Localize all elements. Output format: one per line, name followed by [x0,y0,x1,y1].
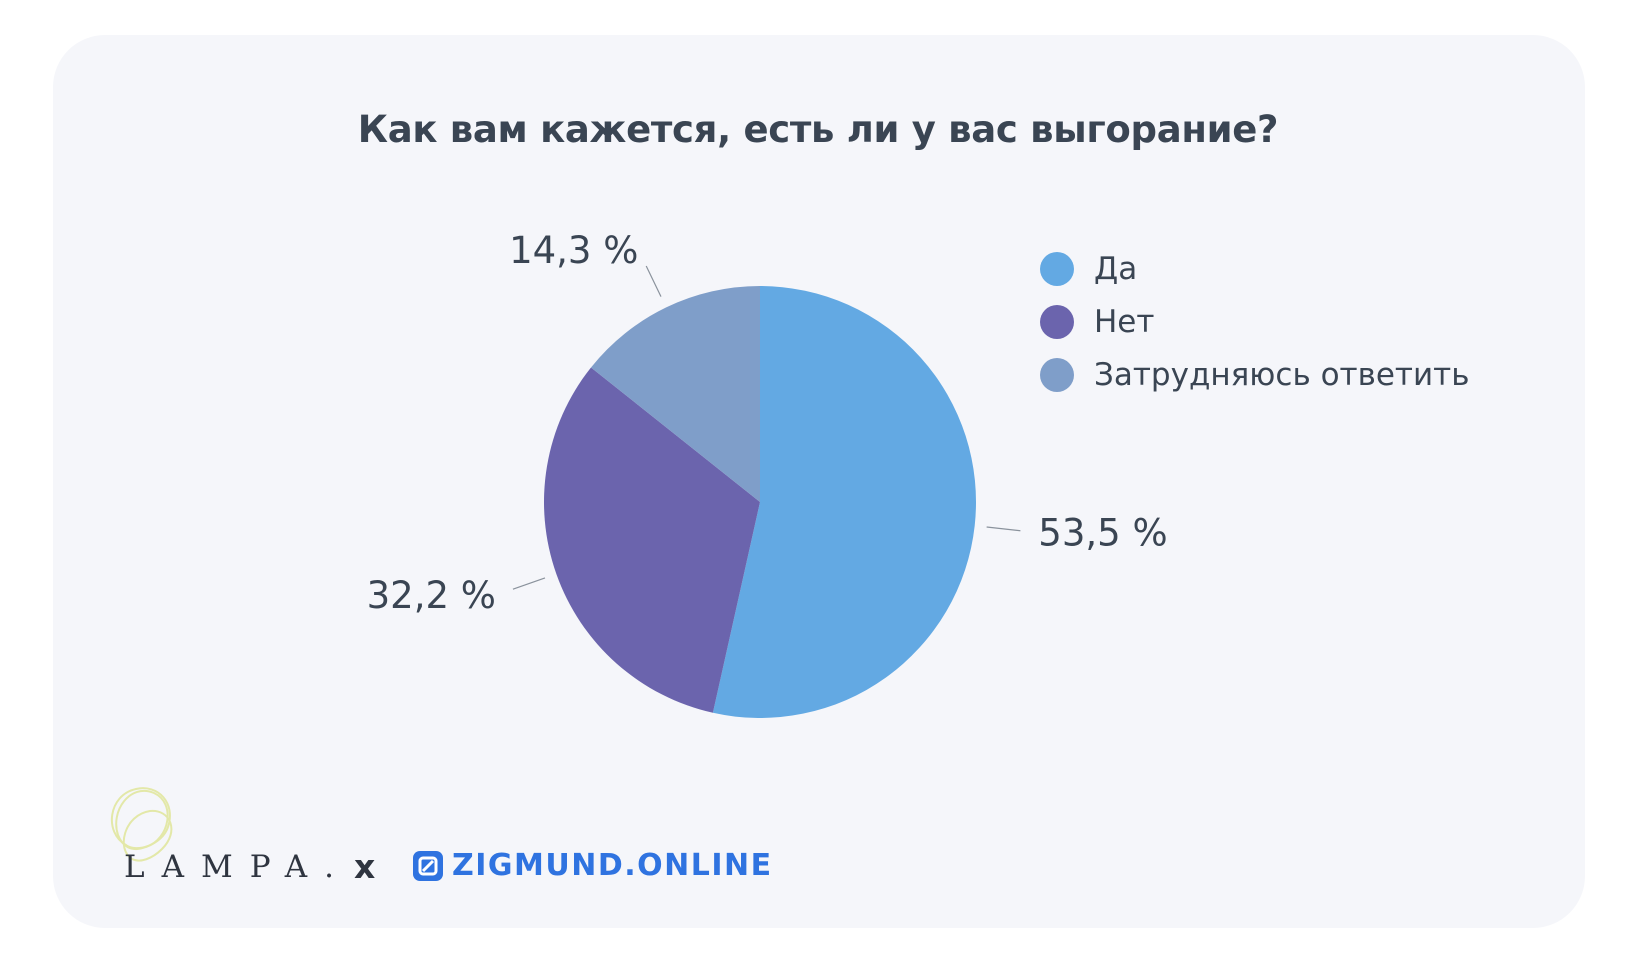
legend-label: Затрудняюсь ответить [1094,356,1470,393]
pie-slice-2 [591,286,760,502]
legend-item-unsure: Затрудняюсь ответить [1040,348,1469,401]
legend-label: Нет [1094,303,1155,340]
lampa-wordmark: LAMPA. [124,849,351,885]
legend-swatch [1040,251,1074,286]
pie-label-0: 53,5 % [1038,512,1167,555]
footer-brands: LAMPA. x ZIGMUND.ONLINE [100,787,771,915]
chart-title: Как вам кажется, есть ли у вас выгорание… [357,108,1279,151]
pie-slice-1 [544,367,760,713]
zigmund-wordmark: ZIGMUND.ONLINE [452,848,773,883]
pie-labels: 53,5 % 32,2 % 14,3 % [367,229,1168,617]
leader-lines [512,265,1021,590]
lampa-logo: LAMPA. [100,787,360,915]
chart-legend: Да Нет Затрудняюсь ответить [1040,242,1469,401]
legend-item-da: Да [1040,242,1469,295]
pie-slices [544,286,976,718]
square-slash-icon [413,851,443,881]
pie-label-1: 32,2 % [367,574,496,617]
legend-item-net: Нет [1040,295,1469,348]
pie-label-2: 14,3 % [509,229,638,272]
legend-swatch [1040,357,1074,392]
pie-slice-0 [712,286,976,718]
brand-separator: x [354,847,376,886]
leader-line-0 [986,526,1021,532]
legend-label: Да [1094,250,1138,287]
leader-line-1 [512,577,546,590]
scribble-circle-icon [110,787,173,862]
leader-line-2 [645,265,662,297]
legend-swatch [1040,304,1074,339]
